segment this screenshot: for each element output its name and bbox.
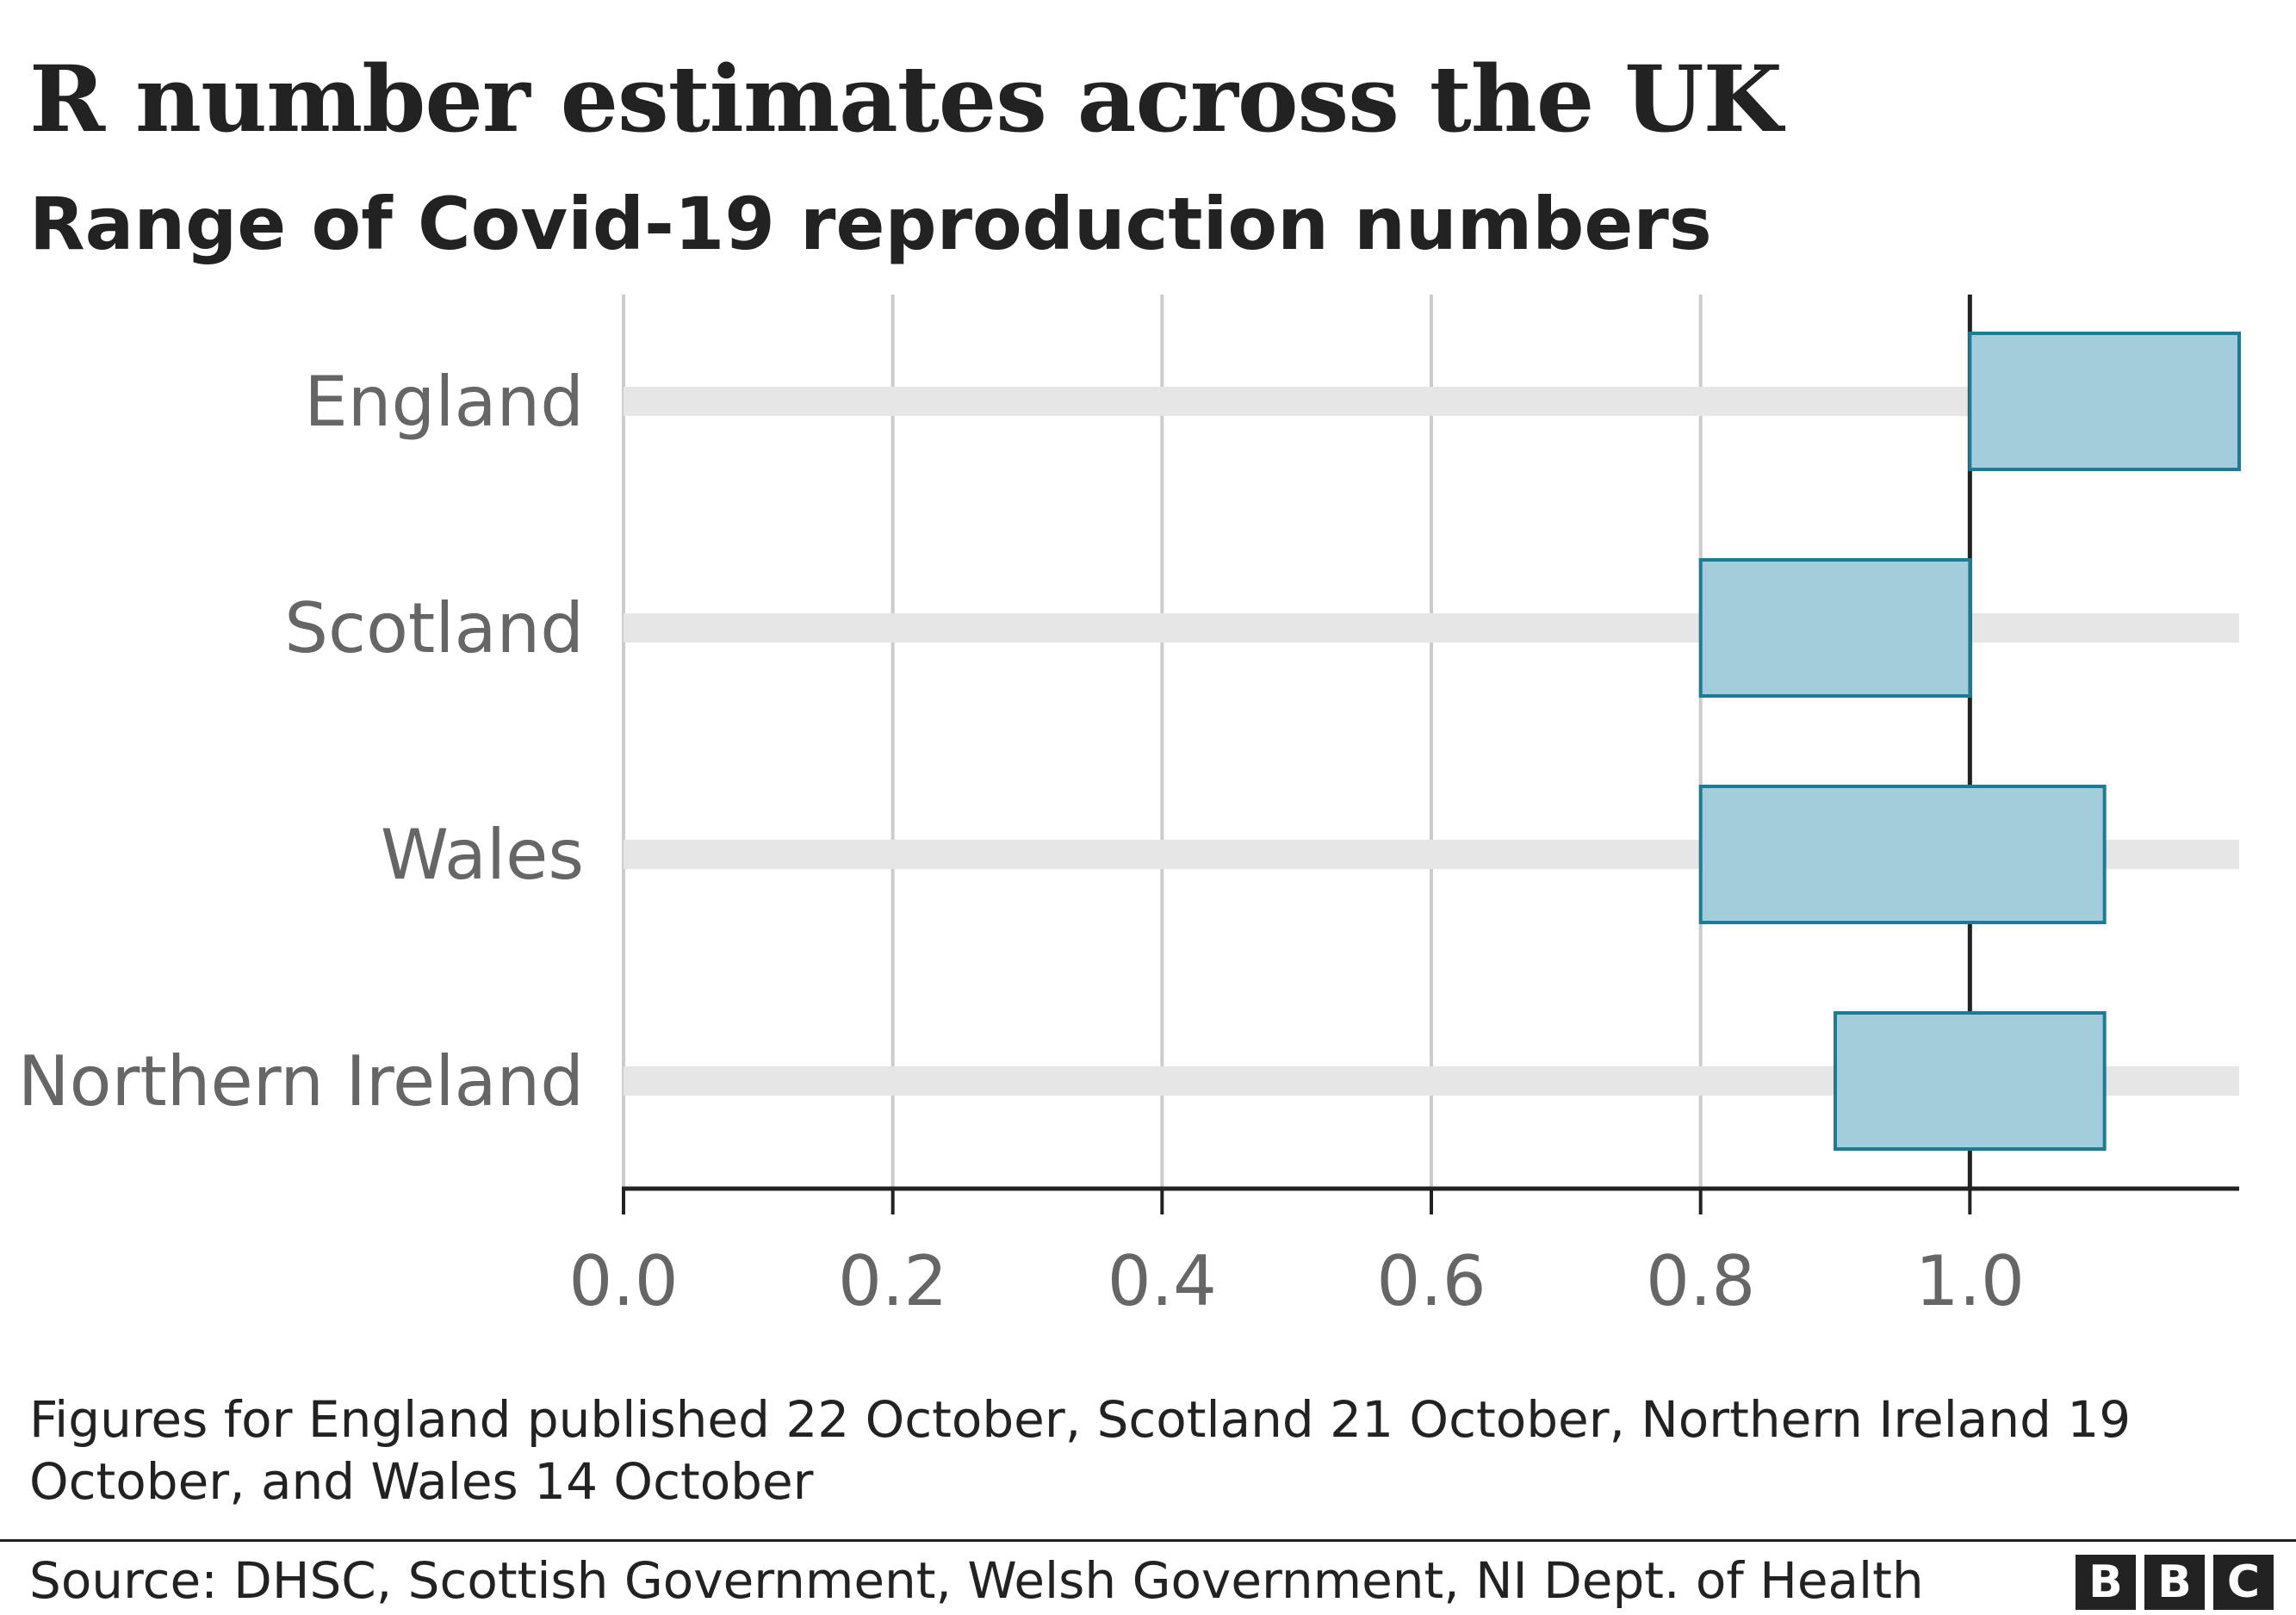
x-tick-labels: 0.0 0.2 0.4 0.6 0.8 1.0 — [568, 1241, 2025, 1321]
category-label: Wales — [381, 815, 584, 895]
gridlines — [622, 295, 1703, 1189]
x-axis — [622, 1186, 2239, 1214]
chart-note: Figures for England published 22 October… — [29, 1390, 2132, 1511]
category-labels: England Scotland Wales Northern Ireland — [18, 362, 584, 1121]
x-tick-label: 0.2 — [838, 1241, 947, 1321]
x-tick-label: 1.0 — [1915, 1241, 2025, 1321]
bbc-logo-letter: C — [2213, 1555, 2274, 1610]
x-tick-label: 0.8 — [1646, 1241, 1755, 1321]
x-tick-label: 0.4 — [1108, 1241, 1217, 1321]
bbc-logo: B B C — [2076, 1555, 2274, 1610]
footer-divider — [0, 1539, 2296, 1542]
category-label: Northern Ireland — [18, 1041, 584, 1121]
source-line: Source: DHSC, Scottish Government, Welsh… — [29, 1551, 1924, 1610]
x-tick-label: 0.6 — [1376, 1241, 1486, 1321]
bbc-logo-letter: B — [2144, 1555, 2205, 1610]
chart-title: R number estimates across the UK — [29, 45, 1783, 152]
category-label: Scotland — [284, 588, 584, 668]
range-bar — [1968, 332, 2241, 471]
category-label: England — [304, 362, 584, 442]
category-track — [624, 613, 2239, 643]
range-bar — [1698, 558, 1972, 698]
range-bar — [1698, 785, 2107, 924]
x-tick-label: 0.0 — [568, 1241, 678, 1321]
chart-subtitle: Range of Covid-19 reproduction numbers — [29, 182, 1712, 266]
range-bar — [1834, 1011, 2107, 1151]
range-bar-chart: England Scotland Wales Northern Ireland 0.0… — [18, 295, 2241, 1321]
bbc-logo-letter: B — [2076, 1555, 2136, 1610]
range-bars — [1698, 332, 2241, 1151]
